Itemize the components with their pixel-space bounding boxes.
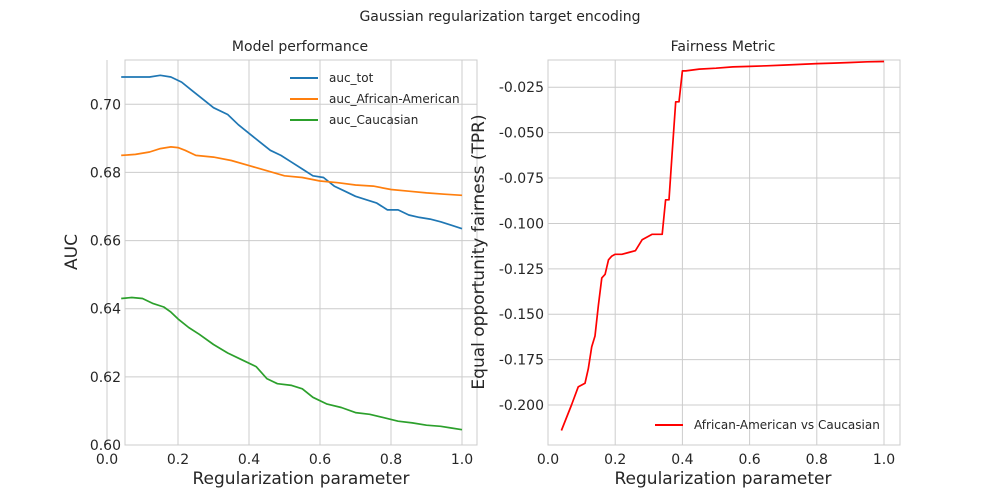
legend-label: auc_tot <box>329 71 374 85</box>
y-tick-label: 0.70 <box>90 97 121 113</box>
figure-title: Gaussian regularization target encoding <box>359 9 640 25</box>
y-tick-label: 0.68 <box>90 165 121 181</box>
x-tick-label: 0.8 <box>380 452 402 468</box>
series-line-auc-tot <box>121 74 463 230</box>
axes-frame-left <box>124 59 478 446</box>
x-tick-label: 0.6 <box>309 452 331 468</box>
y-tick-label: -0.175 <box>499 353 544 369</box>
legend-label: auc_Caucasian <box>329 113 418 127</box>
legend-right: African-American vs Caucasian <box>655 418 880 432</box>
y-tick-label: -0.025 <box>499 80 544 96</box>
grid-right <box>547 60 900 445</box>
ticks-left: 0.0 0.2 0.4 0.6 0.8 1.0 0.60 0.62 0.64 0.66 0.68 0.… <box>90 97 473 468</box>
y-tick-label: -0.075 <box>499 171 544 187</box>
x-axis-label-right: Regularization parameter <box>615 469 832 489</box>
y-tick-label: -0.200 <box>499 398 544 414</box>
legend-label: African-American vs Caucasian <box>694 418 880 432</box>
panel-title-right: Fairness Metric <box>671 39 776 55</box>
x-tick-label: 0.6 <box>738 452 760 468</box>
grid-left <box>106 60 477 446</box>
x-tick-label: 0.2 <box>604 452 626 468</box>
ticks-right: 0.0 0.2 0.4 0.6 0.8 1.0 -0.200 -0.175 -0.150 -0.1… <box>499 80 895 468</box>
x-tick-label: 0.8 <box>806 452 828 468</box>
y-tick-label: 0.62 <box>90 370 121 386</box>
panel-model-performance: Model performance 0.0 0.2 0.4 0.6 0.8 1.0 0.60… <box>62 39 478 489</box>
x-tick-label: 0.4 <box>671 452 693 468</box>
y-tick-label: -0.100 <box>499 216 544 232</box>
lines-right <box>560 60 885 431</box>
y-tick-label: -0.050 <box>499 126 544 142</box>
y-tick-label: -0.125 <box>499 262 544 278</box>
legend-left: auc_tot auc_African-American auc_Caucasian <box>290 71 460 127</box>
x-tick-label: 0.2 <box>167 452 189 468</box>
series-line-auc-african-american <box>121 146 463 197</box>
x-tick-label: 0.4 <box>238 452 260 468</box>
y-axis-label-right: Equal opportunity fairness (TPR) <box>469 114 489 389</box>
x-axis-label-left: Regularization parameter <box>193 469 410 489</box>
x-tick-label: 0.0 <box>96 452 118 468</box>
y-tick-label: -0.150 <box>499 307 544 323</box>
series-line-african-american-vs-caucasian <box>560 60 885 431</box>
y-tick-label: 0.60 <box>90 438 121 454</box>
series-line-auc-caucasian <box>121 296 463 431</box>
x-tick-label: 1.0 <box>873 452 895 468</box>
y-tick-label: 0.64 <box>90 302 121 318</box>
panel-title-left: Model performance <box>232 39 368 55</box>
y-axis-label-left: AUC <box>62 234 82 270</box>
legend-label: auc_African-American <box>329 92 460 106</box>
lines-left <box>121 74 463 431</box>
axes-frame-right <box>547 59 901 446</box>
panel-fairness-metric: Fairness Metric 0.0 0.2 0.4 0.6 0.8 1.0 -0.200… <box>469 39 901 489</box>
y-tick-label: 0.66 <box>90 234 121 250</box>
x-tick-label: 1.0 <box>451 452 473 468</box>
x-tick-label: 0.0 <box>537 452 559 468</box>
